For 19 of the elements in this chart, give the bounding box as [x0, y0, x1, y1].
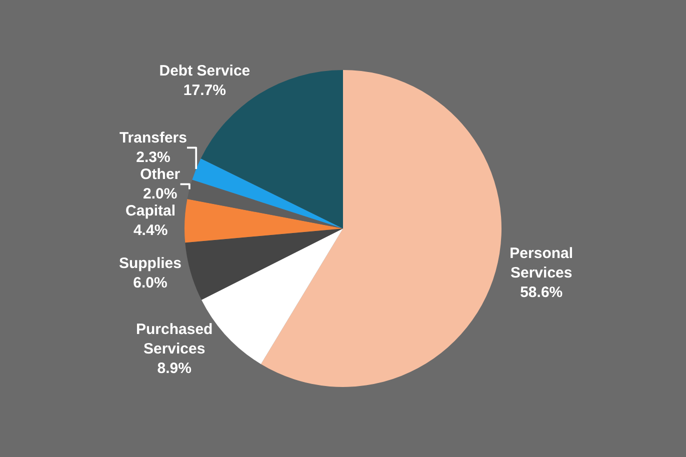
- slice-label: Personal Services: [510, 245, 574, 282]
- data-label: 8.9%: [157, 360, 192, 378]
- slice-label: Supplies: [118, 255, 182, 272]
- data-label: 2.3%: [136, 148, 170, 166]
- pie-slice: [185, 228, 343, 300]
- slice-label: Capital: [126, 202, 176, 220]
- pie-slice: [192, 158, 343, 228]
- data-label: 2.0%: [143, 185, 178, 202]
- data-label: 6.0%: [133, 274, 168, 292]
- slice-label: Purchased Services: [136, 321, 213, 358]
- slice-label: Debt Service: [159, 62, 250, 80]
- data-label: 17.7%: [183, 82, 226, 100]
- data-label: 58.6%: [520, 284, 563, 302]
- slice-label: Other: [140, 166, 180, 183]
- pie-slice: [187, 180, 343, 228]
- slice-label: Transfers: [119, 129, 187, 146]
- pie-slice: [184, 199, 343, 243]
- data-label: 4.4%: [133, 222, 168, 239]
- pie-slice: [260, 70, 502, 387]
